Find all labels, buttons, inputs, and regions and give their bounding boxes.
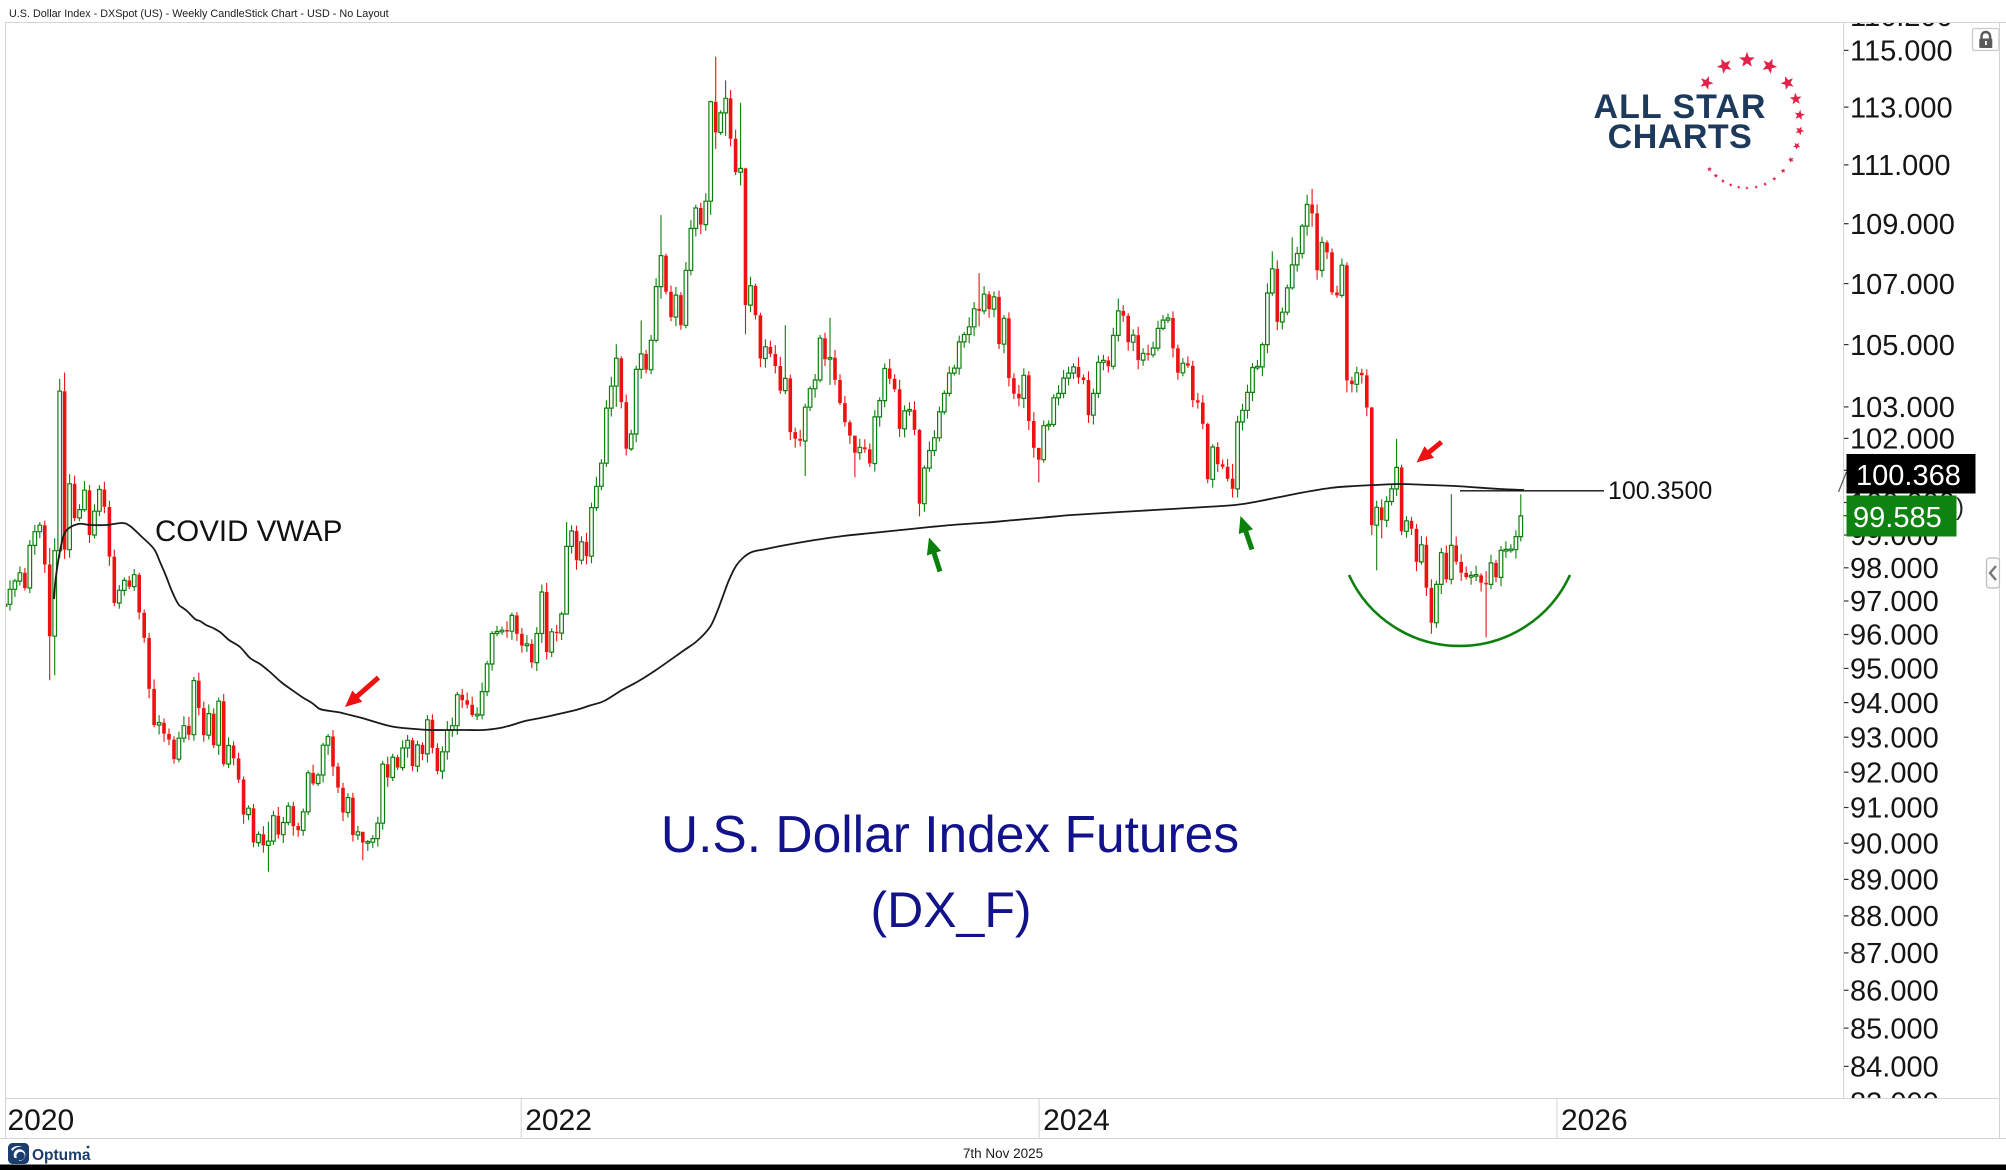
svg-text:U.S. Dollar Index Futures: U.S. Dollar Index Futures bbox=[661, 805, 1239, 863]
svg-text:96.000: 96.000 bbox=[1850, 620, 1939, 652]
svg-text:91.000: 91.000 bbox=[1850, 793, 1939, 825]
svg-text:): ) bbox=[1956, 494, 1964, 521]
svg-text:COVID VWAP: COVID VWAP bbox=[155, 515, 342, 548]
svg-text:86.000: 86.000 bbox=[1850, 976, 1939, 1008]
svg-text:94.000: 94.000 bbox=[1850, 688, 1939, 720]
svg-text:100.3500: 100.3500 bbox=[1608, 477, 1712, 505]
svg-text:111.000: 111.000 bbox=[1850, 150, 1951, 182]
svg-text:2024: 2024 bbox=[1043, 1104, 1110, 1137]
svg-text:115.000: 115.000 bbox=[1850, 36, 1953, 68]
svg-text:105.000: 105.000 bbox=[1850, 330, 1955, 362]
svg-text:2022: 2022 bbox=[525, 1104, 592, 1137]
svg-text:U.S. Dollar Index - DXSpot (US: U.S. Dollar Index - DXSpot (US) - Weekly… bbox=[9, 8, 389, 20]
svg-text:7th Nov 2025: 7th Nov 2025 bbox=[963, 1146, 1043, 1161]
svg-text:100.368: 100.368 bbox=[1856, 460, 1961, 492]
svg-text:CHARTS: CHARTS bbox=[1608, 118, 1753, 156]
svg-text:88.000: 88.000 bbox=[1850, 901, 1939, 933]
svg-text:116.200: 116.200 bbox=[1850, 1, 1953, 33]
svg-text:89.000: 89.000 bbox=[1850, 865, 1939, 897]
svg-text:ALL STAR: ALL STAR bbox=[1594, 88, 1767, 126]
svg-text:95.000: 95.000 bbox=[1850, 654, 1939, 686]
svg-text:87.000: 87.000 bbox=[1850, 938, 1939, 970]
svg-text:Optuma: Optuma bbox=[32, 1147, 91, 1164]
svg-text:83.000: 83.000 bbox=[1850, 1088, 1939, 1120]
svg-text:102.000: 102.000 bbox=[1850, 424, 1955, 456]
svg-text:92.000: 92.000 bbox=[1850, 757, 1939, 789]
svg-text:85.000: 85.000 bbox=[1850, 1013, 1939, 1045]
svg-text:113.000: 113.000 bbox=[1850, 92, 1953, 124]
svg-text:84.000: 84.000 bbox=[1850, 1052, 1939, 1084]
svg-text:99.585: 99.585 bbox=[1853, 502, 1942, 534]
svg-text:103.000: 103.000 bbox=[1850, 392, 1955, 424]
svg-text:90.000: 90.000 bbox=[1850, 828, 1939, 860]
svg-text:98.000: 98.000 bbox=[1850, 553, 1939, 585]
svg-text:107.000: 107.000 bbox=[1850, 269, 1955, 301]
svg-text:93.000: 93.000 bbox=[1850, 722, 1939, 754]
svg-text:(DX_F): (DX_F) bbox=[870, 882, 1031, 938]
svg-text:97.000: 97.000 bbox=[1850, 586, 1939, 618]
svg-text:2020: 2020 bbox=[8, 1104, 75, 1137]
svg-text:2026: 2026 bbox=[1561, 1104, 1628, 1137]
svg-text:109.000: 109.000 bbox=[1850, 209, 1955, 241]
